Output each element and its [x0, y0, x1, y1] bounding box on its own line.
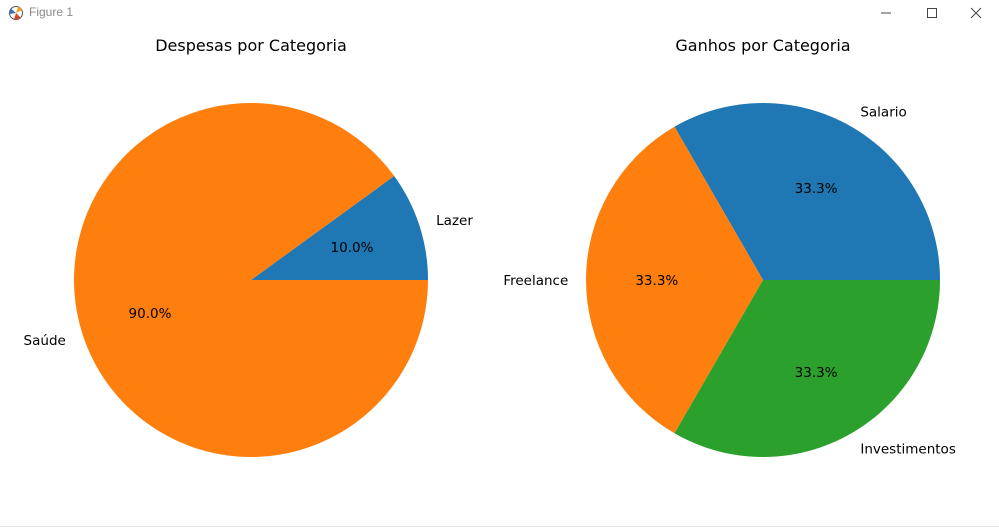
- window-title: Figure 1: [29, 5, 74, 19]
- pie-category-label: Investimentos: [860, 442, 956, 458]
- pie-category-label: Freelance: [503, 273, 568, 289]
- maximize-icon: [927, 8, 937, 18]
- pie-slice-lazer: [251, 175, 428, 280]
- pie-chart-despesas: Despesas por Categoria 10.0% Lazer 90.0% Sa…: [24, 36, 473, 458]
- pie-slice-saúde: [74, 103, 428, 458]
- pie-percent-label: 33.3%: [635, 273, 678, 289]
- pie-slice-salario: [674, 103, 940, 280]
- maximize-button[interactable]: [909, 0, 955, 26]
- pie-chart-ganhos: Ganhos por Categoria 33.3% Salario 33.3% Fr…: [503, 36, 956, 458]
- close-icon: [970, 7, 982, 19]
- pie-percent-label: 90.0%: [129, 306, 172, 322]
- title-bar[interactable]: Figure 1: [0, 0, 999, 26]
- chart-title: Despesas por Categoria: [155, 36, 347, 55]
- status-divider: [0, 526, 999, 527]
- figure-canvas: Despesas por Categoria 10.0% Lazer 90.0% Sa…: [24, 36, 956, 458]
- pie-percent-label: 33.3%: [795, 181, 838, 197]
- pie-category-label: Saúde: [24, 333, 66, 349]
- chart-title: Ganhos por Categoria: [675, 36, 850, 55]
- pie-category-label: Lazer: [436, 213, 473, 229]
- matplotlib-icon: [9, 6, 23, 20]
- pie-category-label: Salario: [860, 104, 906, 120]
- close-button[interactable]: [953, 0, 999, 26]
- pie-percent-label: 33.3%: [795, 365, 838, 381]
- minimize-icon: [881, 12, 891, 14]
- pie-slice-investimentos: [674, 280, 940, 457]
- pie-percent-label: 10.0%: [331, 240, 374, 256]
- minimize-button[interactable]: [863, 0, 909, 26]
